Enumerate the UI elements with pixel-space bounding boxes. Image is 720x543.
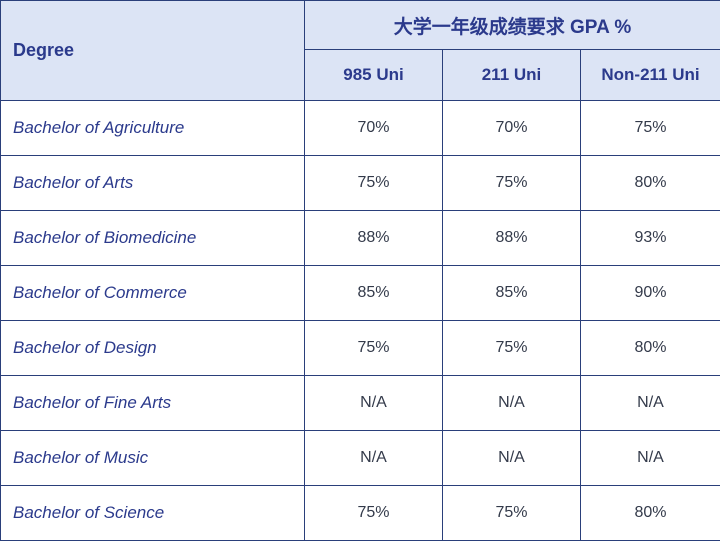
gpa-211-value: 75% [442, 155, 581, 211]
gpa-985-value: 70% [304, 100, 443, 156]
table-row: Bachelor of Agriculture 70% 70% 75% [0, 100, 720, 156]
degree-name: Bachelor of Commerce [0, 265, 305, 321]
table-row: Bachelor of Arts 75% 75% 80% [0, 155, 720, 211]
degree-name: Bachelor of Agriculture [0, 100, 305, 156]
degree-name: Bachelor of Arts [0, 155, 305, 211]
gpa-211-value: 70% [442, 100, 581, 156]
gpa-non-211-value: 90% [579, 265, 720, 321]
table-row: Bachelor of Fine Arts N/A N/A N/A [0, 375, 720, 431]
degree-name: Bachelor of Music [0, 430, 305, 486]
gpa-non-211-value: 93% [579, 210, 720, 266]
column-header-non-211-uni: Non-211 Uni [579, 49, 720, 101]
gpa-211-value: 88% [442, 210, 581, 266]
gpa-211-value: N/A [442, 375, 581, 431]
gpa-non-211-value: N/A [579, 430, 720, 486]
gpa-non-211-value: 80% [579, 485, 720, 541]
table-row: Bachelor of Design 75% 75% 80% [0, 320, 720, 376]
gpa-non-211-value: N/A [579, 375, 720, 431]
table-row: Bachelor of Science 75% 75% 80% [0, 485, 720, 541]
gpa-985-value: 75% [304, 485, 443, 541]
degree-name: Bachelor of Design [0, 320, 305, 376]
gpa-985-value: 75% [304, 320, 443, 376]
column-header-985-uni: 985 Uni [304, 49, 443, 101]
gpa-985-value: 85% [304, 265, 443, 321]
gpa-211-value: 85% [442, 265, 581, 321]
table-row: Bachelor of Music N/A N/A N/A [0, 430, 720, 486]
degree-column-header: Degree [0, 0, 305, 101]
gpa-non-211-value: 75% [579, 100, 720, 156]
degree-name: Bachelor of Science [0, 485, 305, 541]
gpa-211-value: N/A [442, 430, 581, 486]
gpa-211-value: 75% [442, 320, 581, 376]
gpa-985-value: N/A [304, 430, 443, 486]
gpa-211-value: 75% [442, 485, 581, 541]
table-row: Bachelor of Biomedicine 88% 88% 93% [0, 210, 720, 266]
degree-name: Bachelor of Fine Arts [0, 375, 305, 431]
gpa-requirement-group-header: 大学一年级成绩要求 GPA % [303, 0, 720, 50]
gpa-985-value: 75% [304, 155, 443, 211]
column-header-211-uni: 211 Uni [442, 49, 581, 101]
gpa-non-211-value: 80% [579, 155, 720, 211]
gpa-985-value: N/A [304, 375, 443, 431]
degree-name: Bachelor of Biomedicine [0, 210, 305, 266]
gpa-non-211-value: 80% [579, 320, 720, 376]
gpa-985-value: 88% [304, 210, 443, 266]
table-row: Bachelor of Commerce 85% 85% 90% [0, 265, 720, 321]
